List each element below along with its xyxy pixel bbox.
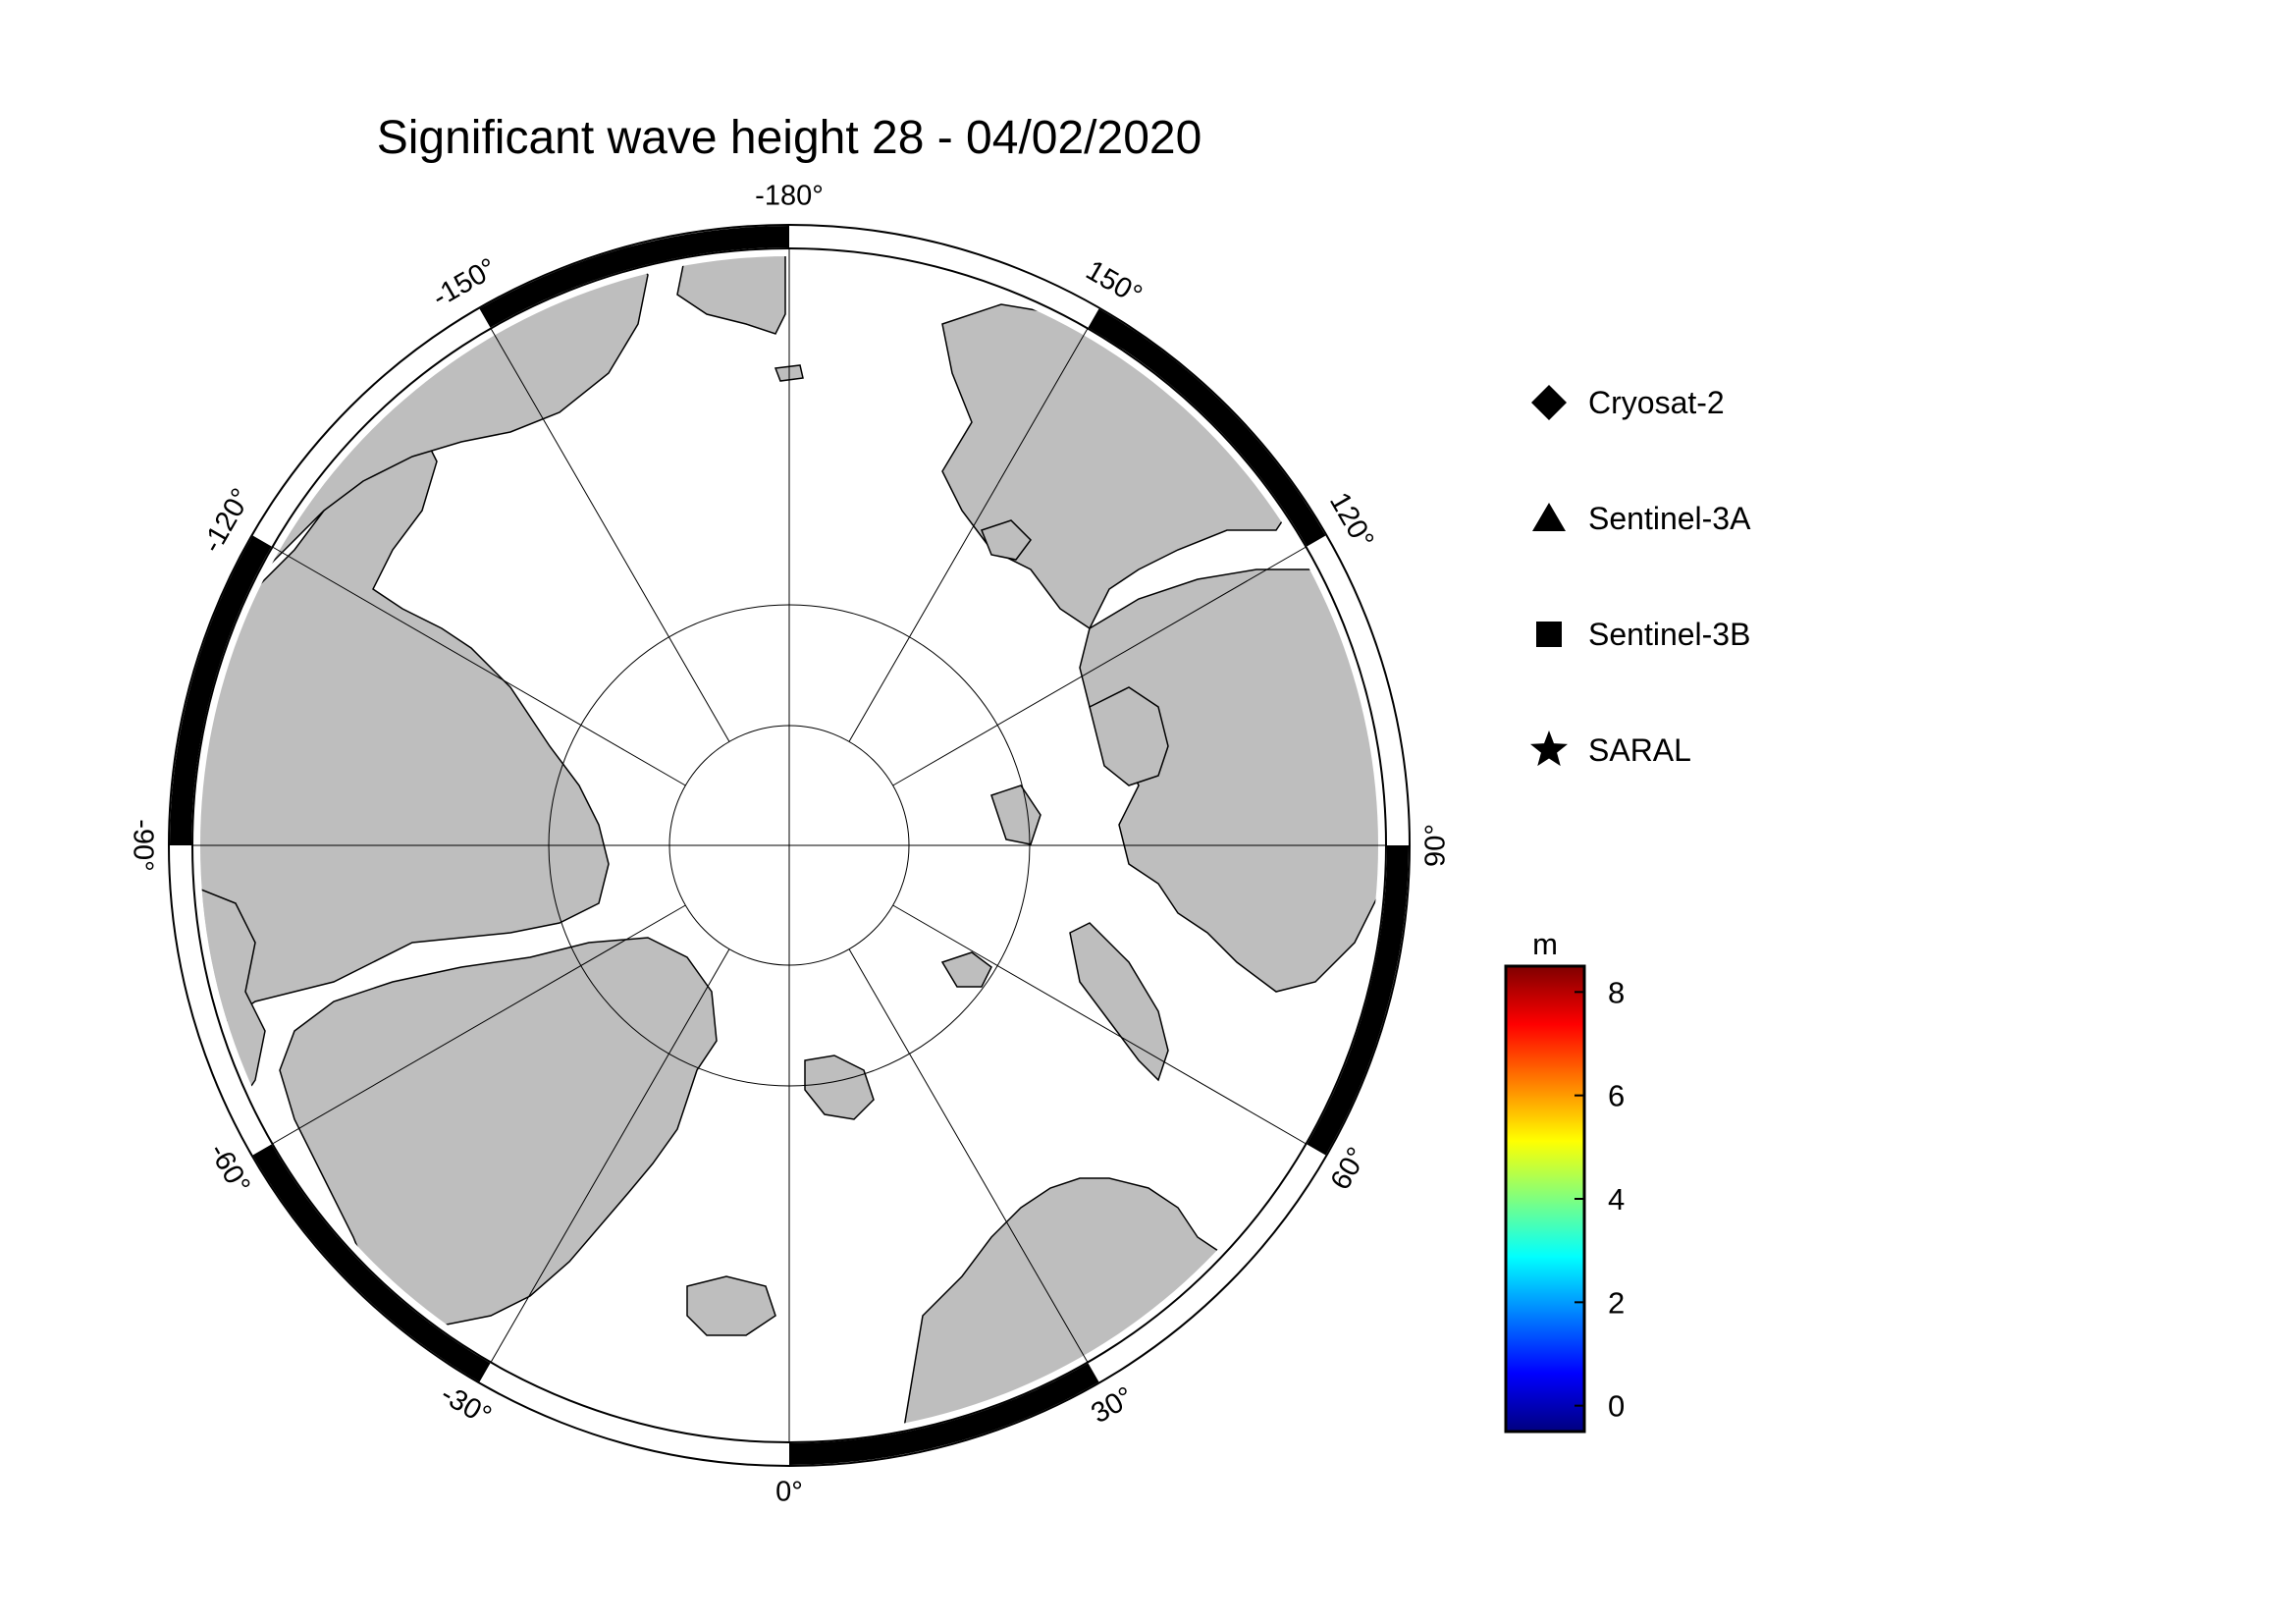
legend-label: SARAL <box>1588 732 1691 768</box>
colorbar-unit: m <box>1532 927 1558 961</box>
frame-segment <box>1088 308 1326 547</box>
latitude-circle <box>668 725 910 966</box>
meridian-line <box>892 546 1307 786</box>
longitude-label: -180° <box>755 181 824 212</box>
colorbar-tick-label: 6 <box>1608 1079 1625 1113</box>
frame-segment <box>170 535 272 846</box>
legend-entry: Sentinel-3B <box>1536 617 1750 652</box>
map-title: Significant wave height 28 - 04/02/2020 <box>377 112 1202 164</box>
colorbar-tick-label: 2 <box>1608 1285 1625 1320</box>
latitude-circle <box>548 604 1031 1087</box>
land-iceland <box>686 1275 776 1336</box>
graticule <box>192 248 1386 1442</box>
meridian-line <box>272 546 686 786</box>
meridian-line <box>848 948 1089 1363</box>
land-chukotka <box>676 256 786 335</box>
colorbar-tick-label: 0 <box>1608 1389 1625 1424</box>
land-novaya-zemlya <box>1069 922 1169 1082</box>
legend-entry: SARAL <box>1529 730 1691 768</box>
longitude-label: 30° <box>1086 1381 1139 1431</box>
meridian-line <box>490 328 730 742</box>
meridian-line <box>490 948 730 1363</box>
longitude-label: -90° <box>127 819 158 872</box>
colorbar: m 0 2 4 6 8 <box>1504 927 1625 1434</box>
land-new-siberian <box>981 519 1032 561</box>
legend-label: Cryosat-2 <box>1588 385 1725 420</box>
square-marker-icon <box>1536 622 1562 647</box>
map-outer-border <box>168 224 1411 1467</box>
colorbar-tick-label: 8 <box>1608 975 1625 1009</box>
legend-label: Sentinel-3B <box>1588 617 1750 652</box>
land-masses <box>200 256 1378 1434</box>
meridian-line <box>272 904 686 1145</box>
land-franz-josef <box>940 951 992 988</box>
colorbar-gradient <box>1504 964 1586 1434</box>
map-inner-border <box>191 247 1387 1443</box>
frame-segment <box>1307 844 1409 1156</box>
triangle-marker-icon <box>1532 503 1566 531</box>
land-severnaya <box>990 784 1041 845</box>
satellite-legend: Cryosat-2 Sentinel-3A Sentinel-3B SARAL <box>1529 385 1751 768</box>
land-svalbard <box>804 1055 875 1120</box>
colorbar-ticks: 0 2 4 6 8 <box>1575 975 1625 1424</box>
land-greenland <box>279 937 718 1326</box>
legend-entry: Sentinel-3A <box>1532 501 1751 536</box>
meridian-line <box>848 328 1089 742</box>
longitude-label: 90° <box>1420 824 1452 867</box>
longitude-label: 0° <box>775 1477 803 1508</box>
diamond-marker-icon <box>1531 385 1567 420</box>
legend-label: Sentinel-3A <box>1588 501 1751 536</box>
frame-segment <box>479 226 790 328</box>
meridian-line <box>892 904 1307 1145</box>
polar-map: -180°150°120°90°60°30°0°-30°-60°-90°-120… <box>127 181 1451 1508</box>
legend-entry: Cryosat-2 <box>1531 385 1725 420</box>
land-taymyr <box>1089 686 1169 786</box>
star-marker-icon <box>1529 730 1569 767</box>
frame-segment <box>252 1144 491 1382</box>
longitude-label: 60° <box>1325 1142 1374 1195</box>
frame-segment <box>788 1363 1099 1465</box>
colorbar-tick-label: 4 <box>1608 1182 1625 1217</box>
map-frame-ticks <box>170 226 1409 1465</box>
